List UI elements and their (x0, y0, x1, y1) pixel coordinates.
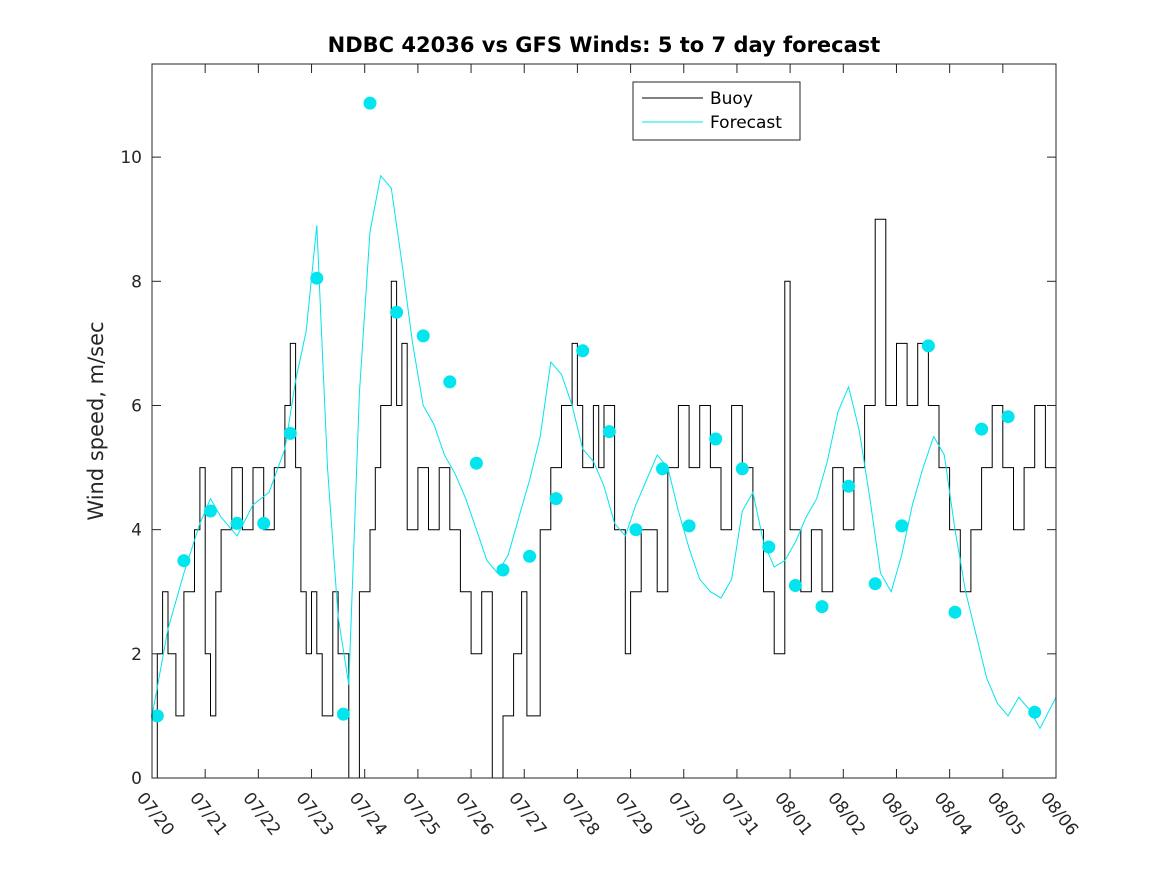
forecast-marker (150, 709, 164, 723)
y-tick-label: 8 (131, 272, 142, 292)
forecast-marker (868, 577, 882, 591)
forecast-marker (895, 519, 909, 533)
forecast-marker (682, 519, 696, 533)
forecast-marker (842, 479, 856, 493)
y-axis-label: Wind speed, m/sec (84, 321, 108, 520)
legend-forecast-label: Forecast (710, 113, 782, 133)
buoy-series-line (152, 218, 1057, 779)
y-tick-label: 6 (131, 396, 142, 416)
forecast-marker (230, 516, 244, 530)
forecast-marker (656, 462, 669, 476)
legend-buoy-label: Buoy (710, 89, 753, 109)
y-tick-label: 2 (131, 645, 142, 665)
forecast-marker (948, 605, 962, 619)
y-tick-label: 0 (131, 769, 142, 789)
forecast-marker (788, 579, 802, 592)
forecast-marker (1001, 410, 1015, 424)
forecast-marker (629, 523, 643, 537)
forecast-marker (443, 375, 457, 389)
forecast-marker (762, 540, 776, 554)
forecast-marker (975, 422, 989, 436)
y-tick-label: 10 (120, 148, 142, 168)
forecast-marker (416, 329, 430, 343)
forecast-marker (815, 600, 829, 614)
forecast-marker (549, 492, 563, 506)
forecast-marker (1028, 705, 1042, 719)
forecast-marker (390, 305, 404, 319)
chart-title: NDBC 42036 vs GFS Winds: 5 to 7 day fore… (328, 33, 881, 57)
forecast-marker (204, 504, 217, 518)
forecast-marker (283, 426, 297, 440)
forecast-marker (602, 425, 616, 439)
forecast-marker (523, 549, 537, 563)
y-tick-label: 4 (131, 521, 142, 541)
forecast-marker (177, 554, 191, 568)
forecast-marker (363, 96, 377, 110)
forecast-marker (735, 462, 749, 476)
plot-area (150, 96, 1057, 779)
forecast-marker (469, 456, 483, 470)
forecast-marker (576, 344, 590, 358)
legend: Buoy Forecast (632, 81, 801, 141)
forecast-marker (310, 271, 324, 285)
forecast-marker (336, 707, 350, 721)
forecast-marker (709, 432, 723, 446)
axes-box (151, 63, 1057, 779)
forecast-marker (257, 516, 271, 530)
forecast-marker (921, 339, 935, 353)
legend-box (632, 81, 801, 141)
forecast-marker (496, 563, 510, 577)
